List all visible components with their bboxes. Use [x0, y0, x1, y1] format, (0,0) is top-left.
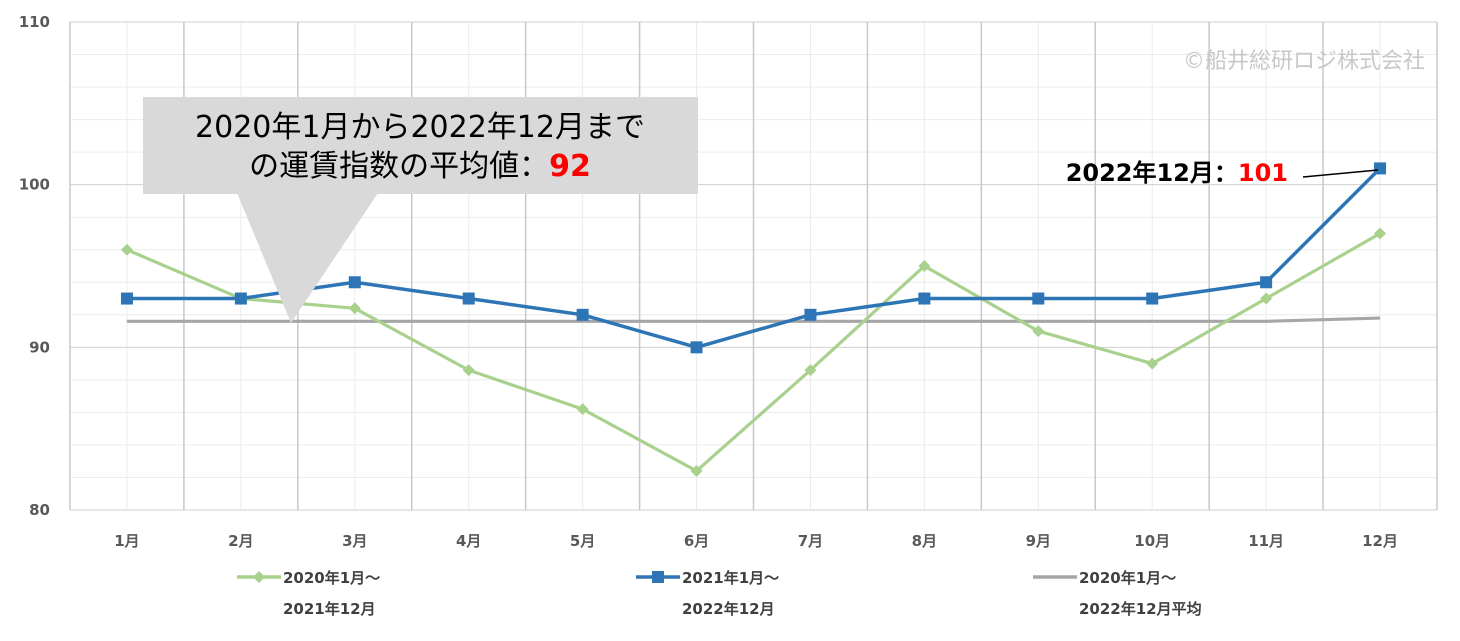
annotation-value: 101: [1238, 159, 1288, 187]
callout-line2-group: の運賃指数の平均値：92: [249, 149, 591, 184]
y-tick-label: 90: [29, 338, 50, 356]
data-point-square: [1146, 292, 1159, 305]
data-point-square: [462, 292, 475, 305]
data-point-diamond: [690, 464, 703, 477]
legend-label-line2: 2021年12月: [283, 600, 376, 618]
data-point-diamond: [120, 243, 133, 256]
data-point-square: [918, 292, 931, 305]
data-point-square: [120, 292, 133, 305]
x-tick-label: 7月: [798, 532, 823, 550]
y-axis: 80 90 100 110: [19, 13, 50, 519]
x-axis: 1月 2月 3月 4月 5月 6月 7月 8月 9月 10月 11月 12月: [114, 532, 1398, 550]
data-point-square: [1032, 292, 1045, 305]
data-point-diamond: [1260, 292, 1273, 305]
series-line: [126, 232, 1381, 473]
series-line: [126, 316, 1381, 323]
legend-item-3: 2020年1月～ 2022年12月平均: [1033, 569, 1202, 618]
x-tick-label: 4月: [456, 532, 481, 550]
x-tick-label: 1月: [114, 532, 139, 550]
series-2: [120, 162, 1387, 354]
data-point-square: [804, 308, 817, 321]
data-point-square: [690, 341, 703, 354]
data-point-diamond: [462, 364, 475, 377]
legend-item-2: 2021年1月～ 2022年12月: [636, 569, 779, 618]
y-tick-label: 110: [19, 13, 50, 31]
x-tick-label: 10月: [1134, 532, 1170, 550]
callout-box: [143, 97, 698, 194]
data-point-square: [576, 308, 589, 321]
data-point-diamond: [804, 364, 817, 377]
legend-label-line1: 2020年1月～: [283, 569, 380, 587]
x-tick-label: 12月: [1362, 532, 1398, 550]
data-point-square: [234, 292, 247, 305]
annotation-leader-line: [1302, 169, 1379, 178]
copyright-text: ©船井総研ロジ株式会社: [1183, 49, 1425, 74]
x-tick-label: 6月: [684, 532, 709, 550]
data-point-square: [1374, 162, 1387, 175]
series-layer: [120, 162, 1387, 477]
last-point-annotation: 2022年12月：101: [1066, 159, 1379, 187]
callout-line1: 2020年1月から2022年12月まで: [195, 110, 645, 145]
legend: 2020年1月～ 2021年12月 2021年1月～ 2022年12月 2020年1月～…: [237, 569, 1202, 618]
callout-average-value: 92: [549, 149, 591, 184]
data-point-diamond: [1374, 227, 1387, 240]
data-point-diamond: [576, 403, 589, 416]
series-line: [126, 167, 1382, 350]
series-3: [126, 316, 1381, 323]
x-tick-label: 2月: [228, 532, 253, 550]
data-point-diamond: [348, 302, 361, 315]
legend-label-line1: 2021年1月～: [682, 569, 779, 587]
data-point-diamond: [918, 260, 931, 272]
legend-label-line1: 2020年1月～: [1079, 569, 1176, 587]
y-tick-label: 100: [19, 176, 50, 194]
legend-label-line2: 2022年12月平均: [1079, 600, 1202, 618]
legend-item-1: 2020年1月～ 2021年12月: [237, 569, 380, 618]
x-tick-label: 9月: [1026, 532, 1051, 550]
callout-line2: の運賃指数の平均値：: [249, 149, 549, 184]
average-callout: 2020年1月から2022年12月まで の運賃指数の平均値：92: [143, 97, 698, 323]
legend-label-line2: 2022年12月: [682, 600, 775, 618]
x-tick-label: 11月: [1248, 532, 1284, 550]
legend-marker-diamond: [253, 571, 265, 583]
x-tick-label: 3月: [342, 532, 367, 550]
y-tick-label: 80: [29, 501, 50, 519]
x-tick-label: 8月: [912, 532, 937, 550]
data-point-diamond: [1032, 325, 1045, 338]
legend-marker-square: [652, 571, 664, 583]
data-point-square: [1260, 276, 1273, 289]
data-point-square: [348, 276, 361, 289]
data-point-diamond: [1146, 357, 1159, 370]
annotation-label: 2022年12月：: [1066, 159, 1238, 187]
x-tick-label: 5月: [570, 532, 595, 550]
annotation-text-group: 2022年12月：101: [1066, 159, 1288, 187]
callout-pointer: [237, 193, 378, 323]
